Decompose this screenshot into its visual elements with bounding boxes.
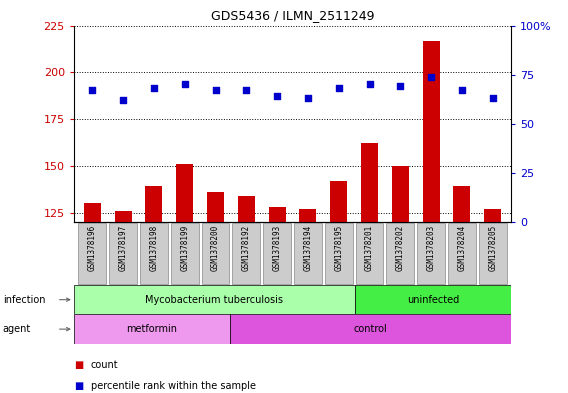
Text: control: control xyxy=(354,324,387,334)
Title: GDS5436 / ILMN_2511249: GDS5436 / ILMN_2511249 xyxy=(211,9,374,22)
Point xyxy=(119,97,128,103)
FancyBboxPatch shape xyxy=(325,223,353,284)
Text: GSM1378205: GSM1378205 xyxy=(488,225,497,272)
Bar xyxy=(84,203,101,222)
Point xyxy=(88,87,97,94)
FancyBboxPatch shape xyxy=(386,223,414,284)
Text: GSM1378192: GSM1378192 xyxy=(242,225,251,272)
Point xyxy=(334,85,343,92)
Point xyxy=(488,95,497,101)
Text: GSM1378193: GSM1378193 xyxy=(273,225,282,272)
Point xyxy=(457,87,466,94)
Bar xyxy=(238,196,255,222)
Text: GSM1378201: GSM1378201 xyxy=(365,225,374,272)
Text: GSM1378204: GSM1378204 xyxy=(457,225,466,272)
Point xyxy=(303,95,312,101)
Text: percentile rank within the sample: percentile rank within the sample xyxy=(91,381,256,391)
Point xyxy=(180,81,189,88)
Point xyxy=(149,85,158,92)
Text: count: count xyxy=(91,360,119,369)
Bar xyxy=(392,166,409,222)
Bar xyxy=(361,143,378,222)
Bar xyxy=(207,192,224,222)
Text: ■: ■ xyxy=(74,381,83,391)
FancyBboxPatch shape xyxy=(417,223,445,284)
Text: ■: ■ xyxy=(74,360,83,369)
Text: uninfected: uninfected xyxy=(407,295,459,305)
Point xyxy=(427,73,436,80)
Bar xyxy=(299,209,316,222)
Point xyxy=(211,87,220,94)
Bar xyxy=(423,40,440,222)
Point xyxy=(273,93,282,99)
Bar xyxy=(230,314,511,344)
Bar xyxy=(145,187,162,222)
Text: GSM1378203: GSM1378203 xyxy=(427,225,436,272)
Text: GSM1378195: GSM1378195 xyxy=(334,225,343,272)
Bar xyxy=(74,285,355,314)
FancyBboxPatch shape xyxy=(78,223,106,284)
FancyBboxPatch shape xyxy=(140,223,168,284)
Text: GSM1378194: GSM1378194 xyxy=(303,225,312,272)
FancyBboxPatch shape xyxy=(263,223,291,284)
Text: GSM1378197: GSM1378197 xyxy=(119,225,128,272)
FancyBboxPatch shape xyxy=(479,223,507,284)
Text: infection: infection xyxy=(3,295,45,305)
FancyBboxPatch shape xyxy=(232,223,260,284)
FancyBboxPatch shape xyxy=(356,223,383,284)
Text: GSM1378196: GSM1378196 xyxy=(88,225,97,272)
Bar xyxy=(176,164,193,222)
FancyBboxPatch shape xyxy=(448,223,476,284)
Text: GSM1378202: GSM1378202 xyxy=(396,225,405,272)
Point xyxy=(365,81,374,88)
Bar xyxy=(485,209,501,222)
Point xyxy=(242,87,251,94)
Text: agent: agent xyxy=(3,324,31,334)
FancyBboxPatch shape xyxy=(109,223,137,284)
Bar xyxy=(453,187,470,222)
Bar xyxy=(269,207,286,222)
Bar xyxy=(330,181,347,222)
Text: GSM1378198: GSM1378198 xyxy=(149,225,158,272)
FancyBboxPatch shape xyxy=(171,223,199,284)
Text: Mycobacterium tuberculosis: Mycobacterium tuberculosis xyxy=(145,295,283,305)
Text: GSM1378200: GSM1378200 xyxy=(211,225,220,272)
FancyBboxPatch shape xyxy=(202,223,229,284)
FancyBboxPatch shape xyxy=(294,223,322,284)
Text: metformin: metformin xyxy=(127,324,177,334)
Bar xyxy=(74,314,230,344)
Text: GSM1378199: GSM1378199 xyxy=(180,225,189,272)
Bar xyxy=(355,285,511,314)
Bar xyxy=(115,211,132,222)
Point xyxy=(396,83,405,90)
